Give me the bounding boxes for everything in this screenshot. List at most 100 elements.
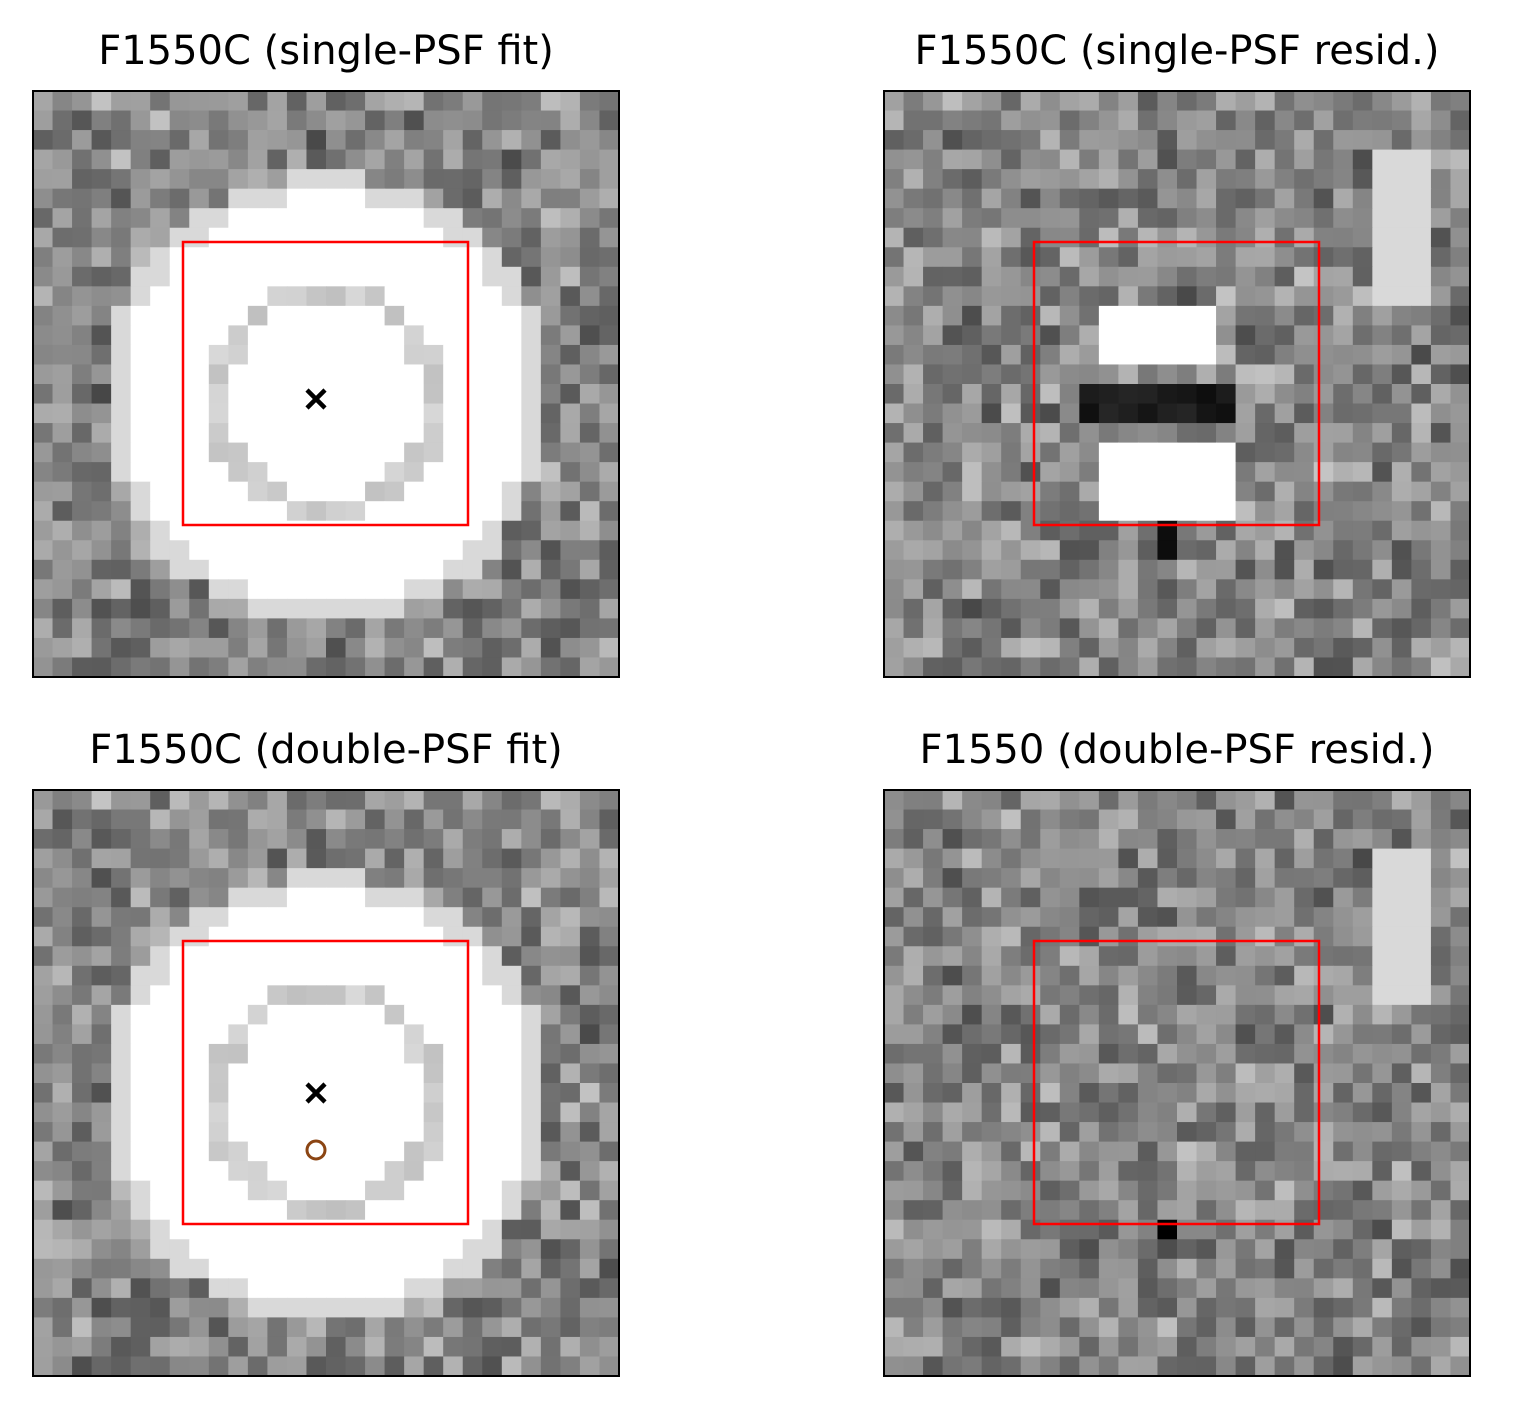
pixel [404, 247, 425, 268]
pixel [540, 848, 561, 869]
pixel [91, 598, 112, 619]
pixel [521, 130, 542, 151]
pixel [404, 364, 425, 385]
pixel [345, 657, 366, 678]
pixel [169, 1063, 190, 1084]
pixel [560, 91, 581, 112]
pixel [1098, 1004, 1119, 1025]
pixel [1118, 1258, 1139, 1279]
pixel [1001, 1063, 1022, 1084]
pixel [1450, 1063, 1471, 1084]
pixel [404, 384, 425, 405]
pixel [247, 169, 268, 190]
pixel [884, 423, 905, 444]
pixel [267, 208, 288, 229]
pixel [1137, 1102, 1159, 1123]
pixel [52, 618, 73, 639]
pixel [267, 364, 288, 385]
pixel [1137, 809, 1159, 830]
pixel [1411, 305, 1432, 326]
pixel [1059, 1180, 1080, 1201]
pixel [1059, 286, 1080, 307]
pixel [962, 1356, 983, 1377]
pixel [169, 657, 190, 678]
pixel [981, 227, 1002, 248]
pixel [462, 501, 483, 522]
pixel [981, 809, 1002, 830]
pixel [462, 1258, 483, 1279]
pixel [884, 169, 905, 190]
pixel [482, 1122, 503, 1143]
pixel [130, 481, 151, 502]
pixel [521, 1063, 542, 1084]
pixel [111, 403, 132, 424]
pixel [501, 887, 522, 908]
pixel [1020, 188, 1041, 209]
pixel [1391, 1161, 1412, 1182]
pixel [345, 540, 366, 561]
pixel [1118, 91, 1139, 112]
pixel [404, 325, 425, 346]
pixel [462, 286, 483, 307]
pixel [130, 266, 151, 287]
pixel [306, 1317, 327, 1338]
pixel [365, 423, 386, 444]
pixel [72, 442, 93, 463]
pixel [884, 266, 905, 287]
pixel [903, 598, 924, 619]
pixel [1450, 1297, 1471, 1318]
pixel [1391, 559, 1412, 580]
pixel [962, 1258, 983, 1279]
pixel [1079, 809, 1100, 830]
pixel [306, 344, 327, 366]
pixel [1352, 657, 1373, 678]
pixel [942, 344, 963, 366]
pixel [540, 208, 561, 229]
pixel [1274, 809, 1295, 830]
pixel [1255, 188, 1276, 209]
pixel [1313, 1317, 1334, 1338]
pixel [228, 1083, 249, 1104]
pixel [1177, 598, 1198, 619]
pixel [482, 325, 503, 346]
pixel [1372, 1356, 1393, 1377]
pixel [1137, 227, 1159, 248]
pixel [942, 926, 963, 947]
pixel [306, 384, 327, 405]
pixel [33, 829, 54, 850]
pixel [404, 91, 425, 112]
pixel [560, 325, 581, 346]
pixel [247, 790, 268, 811]
pixel [1430, 1258, 1452, 1279]
pixel [1352, 1219, 1373, 1240]
pixel [189, 1122, 210, 1143]
pixel [599, 403, 620, 424]
pixel [1118, 618, 1139, 639]
pixel [306, 657, 327, 678]
pixel [462, 1239, 483, 1260]
pixel [189, 1336, 210, 1358]
pixel [981, 1024, 1002, 1045]
pixel [1294, 423, 1315, 444]
pixel [560, 657, 581, 678]
pixel [423, 790, 444, 811]
pixel [365, 1024, 386, 1045]
pixel [1294, 1336, 1315, 1358]
pixel [1450, 1043, 1471, 1065]
pixel [1020, 868, 1041, 889]
pixel [306, 1102, 327, 1123]
pixel [1001, 1356, 1022, 1377]
pixel [923, 1239, 944, 1260]
pixel [1411, 1297, 1432, 1318]
pixel [540, 149, 561, 170]
pixel [942, 91, 963, 112]
pixel [1059, 657, 1080, 678]
pixel [1430, 1278, 1452, 1299]
pixel [1216, 364, 1237, 385]
pixel [228, 848, 249, 869]
pixel [286, 1141, 308, 1162]
pixel [150, 325, 171, 346]
pixel [189, 423, 210, 444]
pixel [345, 423, 366, 444]
pixel [1020, 423, 1041, 444]
